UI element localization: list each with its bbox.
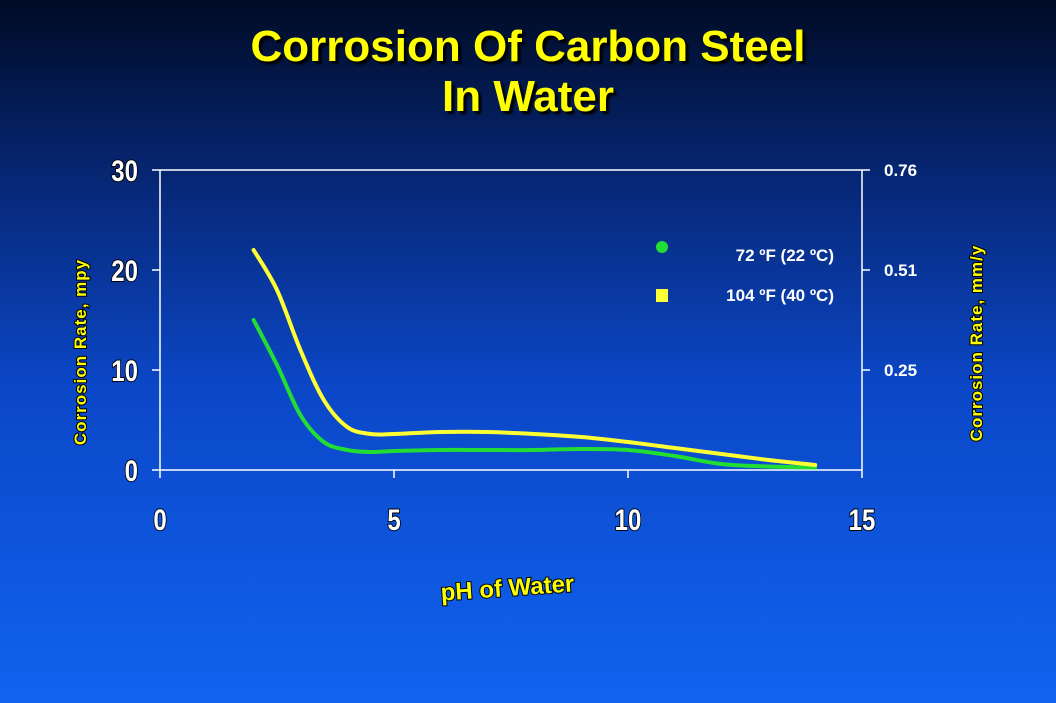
x-tick-label: 5 <box>387 502 400 536</box>
y-axis-title-left: Corrosion Rate, mpy <box>71 259 90 445</box>
legend-marker-circle <box>656 241 668 253</box>
legend-label: 104 ºF (40 ºC) <box>726 286 834 305</box>
series-line-2 <box>251 248 818 467</box>
chart-title-line-2: In Water <box>442 72 614 121</box>
y-tick-label: 30 <box>111 153 138 187</box>
y-right-tick-label: 0.25 <box>884 361 917 380</box>
y-tick-label: 20 <box>111 253 138 287</box>
x-tick-label: 10 <box>615 502 642 536</box>
x-tick-label: 15 <box>849 502 876 536</box>
y-right-tick-label: 0.51 <box>884 261 917 280</box>
legend-label: 72 ºF (22 ºC) <box>736 246 834 265</box>
chart-legend: 72 ºF (22 ºC) 104 ºF (40 ºC) <box>656 241 834 305</box>
y-tick-label: 0 <box>125 453 138 487</box>
x-tick-label: 0 <box>153 502 166 536</box>
y-tick-label: 10 <box>111 353 138 387</box>
series-lines <box>251 248 818 470</box>
chart-title: Corrosion Of Carbon Steel In Water <box>0 22 1056 122</box>
y-axis-ticks: 0 10 20 30 <box>110 152 160 489</box>
legend-marker-square <box>656 289 668 302</box>
chart-title-line-1: Corrosion Of Carbon Steel <box>250 22 806 71</box>
y-axis-title-right: Corrosion Rate, mm/y <box>967 245 986 442</box>
series-line-1 <box>251 318 818 470</box>
y-right-tick-label: 0.76 <box>884 161 917 180</box>
x-axis-ticks: 0 5 10 15 <box>152 470 876 538</box>
chart-axes <box>159 169 863 471</box>
y-right-axis-ticks: 0.25 0.51 0.76 <box>862 161 917 380</box>
x-axis-title: pH of Water <box>440 570 575 606</box>
